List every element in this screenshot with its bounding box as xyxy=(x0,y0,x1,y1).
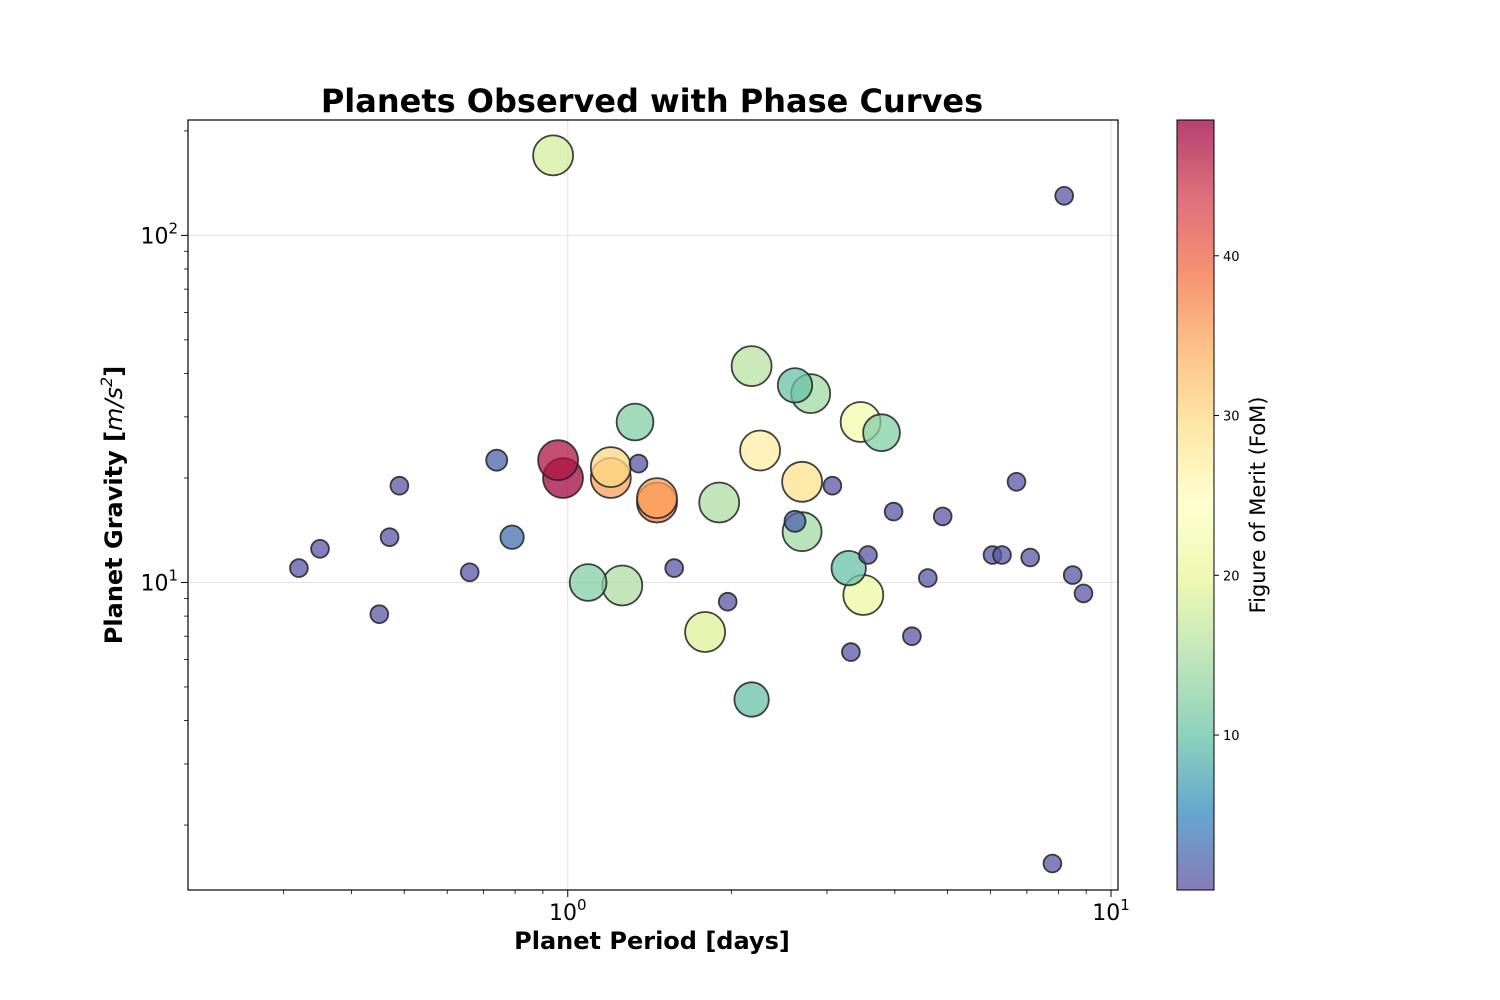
data-point xyxy=(537,439,579,482)
data-point xyxy=(917,568,938,588)
plot-area-frame xyxy=(187,119,1119,891)
data-point xyxy=(601,564,644,607)
data-point xyxy=(628,453,649,474)
y-axis-label-unit: m/s xyxy=(100,387,128,431)
data-point xyxy=(615,402,655,442)
data-point xyxy=(992,545,1012,565)
x-tick-label: 100 xyxy=(549,896,587,926)
data-point xyxy=(310,538,330,559)
data-point xyxy=(684,611,726,653)
grid xyxy=(188,120,1118,890)
data-point xyxy=(568,563,608,602)
data-point xyxy=(589,446,632,489)
colorbar-label: Figure of Merit (FoM) xyxy=(1246,397,1270,614)
data-point xyxy=(830,549,867,587)
data-point xyxy=(459,562,480,583)
colorbar-tick-label: 30 xyxy=(1223,410,1240,425)
data-point xyxy=(389,475,410,496)
data-point xyxy=(730,345,773,388)
colorbar-tick-label: 40 xyxy=(1223,250,1240,265)
data-point xyxy=(1073,583,1094,604)
data-point xyxy=(717,591,738,612)
data-point xyxy=(862,413,901,453)
chart-title: Planets Observed with Phase Curves xyxy=(321,82,983,120)
data-point xyxy=(776,367,814,404)
data-point xyxy=(932,506,953,527)
data-point xyxy=(902,626,922,646)
data-point xyxy=(698,481,741,524)
data-point xyxy=(1062,565,1083,585)
data-point xyxy=(739,429,781,472)
data-point xyxy=(858,545,878,565)
axis-ticks: 100 101 101 102 xyxy=(140,219,1129,926)
data-point xyxy=(485,448,509,472)
y-axis-label-main: Planet Gravity [ xyxy=(100,431,128,644)
data-point xyxy=(369,604,390,624)
data-point xyxy=(783,509,807,533)
y-axis-label: Planet Gravity [m/s2] xyxy=(97,366,128,644)
colorbar xyxy=(1176,119,1215,891)
minor-ticks xyxy=(184,130,1087,894)
scatter-points xyxy=(289,134,1094,874)
data-point xyxy=(822,475,843,496)
data-point xyxy=(841,642,861,662)
y-tick-label: 101 xyxy=(140,566,178,596)
data-point xyxy=(664,558,684,578)
data-point xyxy=(289,558,309,578)
data-point xyxy=(1054,186,1074,206)
colorbar-tick-label: 10 xyxy=(1223,729,1240,744)
data-point xyxy=(1042,853,1063,874)
x-axis-label: Planet Period [days] xyxy=(514,927,790,955)
data-point xyxy=(883,501,904,522)
data-point xyxy=(1020,547,1040,568)
data-point xyxy=(636,477,678,520)
x-tick-label: 101 xyxy=(1092,896,1130,926)
data-point xyxy=(532,134,574,177)
colorbar-tick-label: 20 xyxy=(1223,569,1240,584)
data-point xyxy=(781,460,823,503)
data-point xyxy=(499,524,525,550)
data-point xyxy=(379,527,400,547)
y-axis-label-close: ] xyxy=(100,366,128,377)
y-tick-label: 102 xyxy=(140,219,178,249)
data-point xyxy=(733,681,770,718)
data-point xyxy=(1006,471,1027,492)
y-axis-label-unit-exp: 2 xyxy=(97,377,116,387)
colorbar-ticks: 10 20 30 40 xyxy=(1214,250,1240,744)
